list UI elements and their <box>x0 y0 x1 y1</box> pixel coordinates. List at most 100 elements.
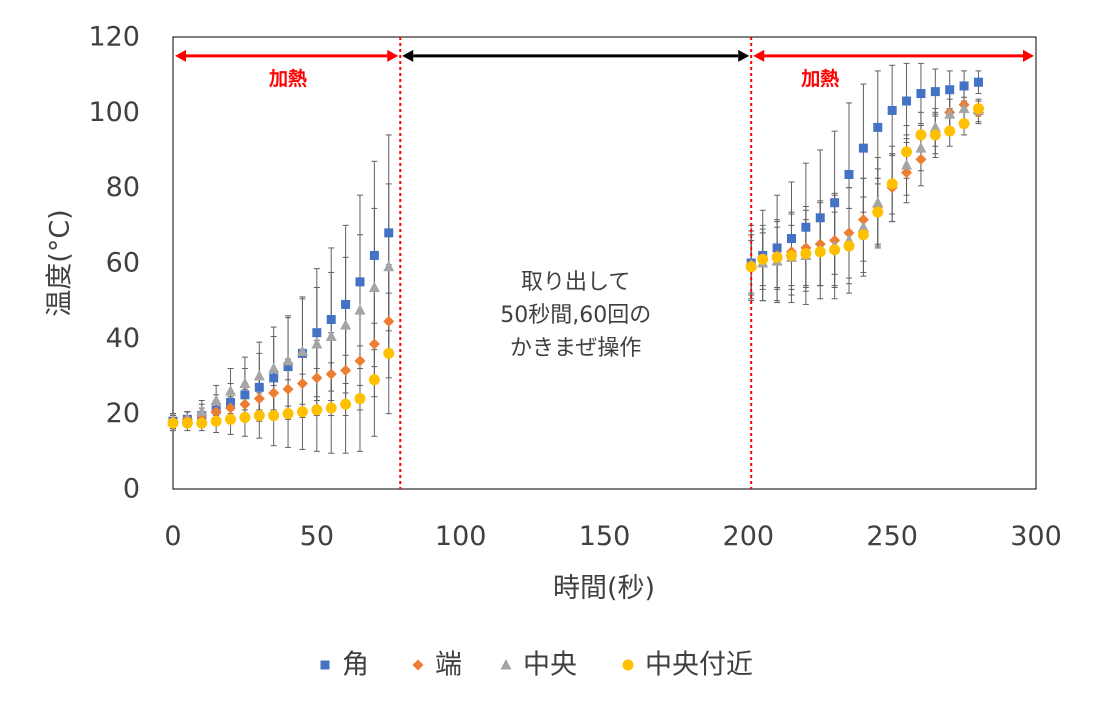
data-point <box>268 387 280 399</box>
data-markers <box>167 77 984 429</box>
data-point <box>771 251 783 263</box>
data-point <box>354 304 366 315</box>
y-axis-title: 温度(°C) <box>45 209 76 316</box>
data-point <box>196 405 208 417</box>
data-point <box>383 347 395 359</box>
data-point <box>857 229 869 241</box>
stirring-note-line: 50秒間,60回の <box>500 303 651 328</box>
data-point <box>843 240 855 252</box>
data-point <box>929 129 941 141</box>
data-point <box>858 143 868 153</box>
data-point <box>311 337 323 349</box>
data-point <box>325 330 337 341</box>
y-tick-label: 60 <box>106 248 140 279</box>
data-point <box>901 159 913 170</box>
legend-label: 中央付近 <box>645 650 753 681</box>
data-point <box>282 354 294 366</box>
data-point <box>857 221 869 232</box>
x-axis-title: 時間(秒) <box>553 573 655 604</box>
x-tick-label: 100 <box>435 521 487 552</box>
data-point <box>929 121 941 132</box>
y-tick-label: 100 <box>88 97 140 128</box>
data-point <box>296 406 308 418</box>
data-point <box>325 402 337 414</box>
data-point <box>772 243 782 253</box>
x-tick-label: 200 <box>723 521 775 552</box>
data-point <box>916 89 926 98</box>
data-point <box>801 222 811 232</box>
data-point <box>915 153 927 165</box>
data-point <box>240 390 250 400</box>
data-point <box>325 368 337 380</box>
x-tick-label: 300 <box>1010 521 1062 552</box>
data-point <box>973 77 983 87</box>
data-point <box>369 250 379 260</box>
y-tick-label: 40 <box>106 323 140 354</box>
data-point <box>268 362 280 373</box>
legend-marker <box>412 659 424 671</box>
y-tick-label: 120 <box>88 22 140 53</box>
data-point <box>800 248 812 260</box>
data-point <box>296 345 308 357</box>
x-tick-label: 0 <box>164 521 181 552</box>
x-tick-label: 250 <box>866 521 918 552</box>
y-tick-label: 0 <box>123 474 140 505</box>
data-point <box>745 261 757 273</box>
y-tick-label: 80 <box>106 172 140 203</box>
stirring-arrow-head-right <box>738 49 750 62</box>
data-point <box>253 370 265 381</box>
stirring-note-line: かきまぜ操作 <box>510 336 641 361</box>
data-point <box>872 196 884 208</box>
data-point <box>283 362 293 372</box>
data-point <box>225 385 237 396</box>
data-point <box>225 402 237 414</box>
data-point <box>945 85 955 95</box>
tick-labels: 0 50 100 150 200 250 300 0 20 40 60 80 100 120 <box>88 22 1061 553</box>
data-point <box>340 398 352 410</box>
data-point <box>312 328 322 338</box>
data-point <box>915 129 927 141</box>
data-point <box>354 393 366 405</box>
data-point <box>887 105 897 115</box>
data-point <box>958 118 970 130</box>
data-point <box>268 410 280 422</box>
heating-1-arrow-head-left <box>175 49 186 62</box>
data-point <box>785 249 797 261</box>
data-point <box>944 125 956 137</box>
legend-marker <box>500 659 512 670</box>
data-point <box>226 397 236 407</box>
data-point <box>354 355 366 367</box>
stirring-arrow-head-left <box>402 49 414 62</box>
data-point <box>368 374 380 386</box>
data-point <box>930 87 940 97</box>
data-point <box>239 411 251 423</box>
data-point <box>843 227 855 239</box>
data-point <box>368 338 380 350</box>
data-point <box>958 102 970 114</box>
data-point <box>383 260 395 272</box>
data-point <box>786 234 796 244</box>
data-point <box>972 103 984 115</box>
data-point <box>902 96 912 106</box>
heating-1-label: 加熱 <box>268 67 307 90</box>
data-point <box>210 415 222 427</box>
x-tick-label: 150 <box>579 521 631 552</box>
legend-label: 中央 <box>523 650 577 681</box>
data-point <box>830 198 840 208</box>
data-point <box>253 393 265 405</box>
data-point <box>167 417 179 429</box>
x-tick-label: 50 <box>300 521 334 552</box>
stirring-note-line: 取り出して <box>521 270 630 295</box>
data-point <box>340 364 352 376</box>
data-point <box>311 404 323 416</box>
data-point <box>239 377 251 389</box>
data-point <box>326 315 336 324</box>
heating-2-arrow-head-right <box>1023 49 1034 62</box>
heating-2-label: 加熱 <box>800 67 839 90</box>
data-point <box>814 246 826 258</box>
data-point <box>355 277 365 287</box>
data-point <box>341 299 351 309</box>
legend-marker <box>320 660 330 670</box>
data-point <box>282 383 294 395</box>
